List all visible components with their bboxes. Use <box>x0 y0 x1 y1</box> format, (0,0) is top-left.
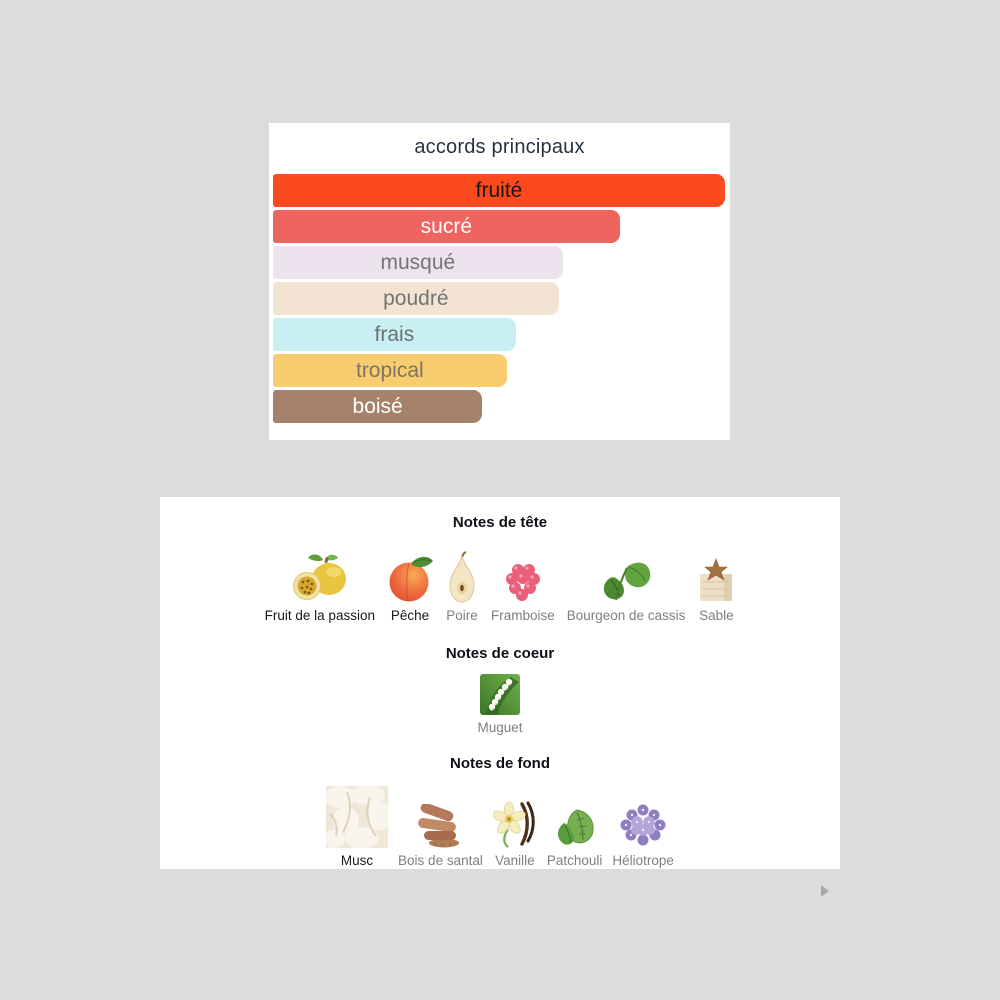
note-item-poire[interactable]: Poire <box>445 551 479 623</box>
accord-bar-poudre: poudré <box>273 282 559 315</box>
accord-bar-boise: boisé <box>273 390 483 423</box>
note-label: Pêche <box>390 608 430 623</box>
note-item-bois-de-santal[interactable]: Bois de santal <box>398 802 483 868</box>
section-title-notes-de-coeur: Notes de coeur <box>445 645 555 662</box>
accord-bar-sucre: sucré <box>273 210 620 243</box>
blackcurrant-bud-icon <box>599 557 653 603</box>
lily-of-the-valley-icon <box>480 674 520 715</box>
accord-bar-musque: musqué <box>273 246 563 279</box>
base-notes-row: Musc Bois de santal <box>160 785 840 868</box>
note-item-fruit-de-la-passion[interactable]: Fruit de la passion <box>265 551 375 623</box>
musk-cotton-icon <box>323 785 392 849</box>
note-label: Bois de santal <box>398 853 483 868</box>
note-label: Héliotrope <box>612 853 674 868</box>
note-item-musc[interactable]: Musc <box>323 785 392 868</box>
section-title-notes-de-fond: Notes de fond <box>450 755 550 772</box>
vanilla-icon <box>492 800 537 848</box>
note-label: Musc <box>340 853 374 868</box>
note-label: Fruit de la passion <box>264 608 375 623</box>
sand-starfish-icon <box>697 557 735 603</box>
accord-bar-fruite: fruité <box>273 174 725 207</box>
note-item-sable[interactable]: Sable <box>697 557 735 623</box>
note-label: Patchouli <box>546 853 603 868</box>
note-item-muguet[interactable]: Muguet <box>477 674 523 735</box>
note-item-vanille[interactable]: Vanille <box>492 800 537 868</box>
pear-icon <box>445 551 479 603</box>
peach-icon <box>387 553 433 603</box>
note-item-bourgeon-de-cassis[interactable]: Bourgeon de cassis <box>566 557 686 623</box>
accords-title: accords principaux <box>414 136 585 158</box>
note-item-framboise[interactable]: Framboise <box>491 561 555 623</box>
note-label: Sable <box>699 608 734 623</box>
note-label: Poire <box>446 608 478 623</box>
note-label: Framboise <box>490 608 555 623</box>
heart-notes-row: Muguet <box>160 674 840 735</box>
heliotrope-icon <box>618 802 668 848</box>
note-label: Bourgeon de cassis <box>566 608 686 623</box>
note-label: Muguet <box>477 720 523 735</box>
raspberry-icon <box>501 561 545 603</box>
note-label: Vanille <box>495 853 535 868</box>
section-title-notes-de-tete: Notes de tête <box>452 514 548 531</box>
top-notes-row: Fruit de la passion <box>160 551 840 623</box>
sandalwood-icon <box>415 802 465 848</box>
note-item-patchouli[interactable]: Patchouli <box>546 806 603 868</box>
patchouli-icon <box>553 806 597 848</box>
carousel-next-icon[interactable] <box>821 885 829 897</box>
accords-card: accords principaux fruité sucré musqué p… <box>269 123 730 440</box>
note-item-peche[interactable]: Pêche <box>387 553 433 623</box>
notes-card: Notes de tête <box>160 497 840 869</box>
accord-bar-frais: frais <box>273 318 516 351</box>
note-item-heliotrope[interactable]: Héliotrope <box>612 802 674 868</box>
accords-bar-chart: fruité sucré musqué poudré frais tropica… <box>273 174 725 423</box>
passion-fruit-icon <box>292 551 348 603</box>
accord-bar-tropical: tropical <box>273 354 507 387</box>
